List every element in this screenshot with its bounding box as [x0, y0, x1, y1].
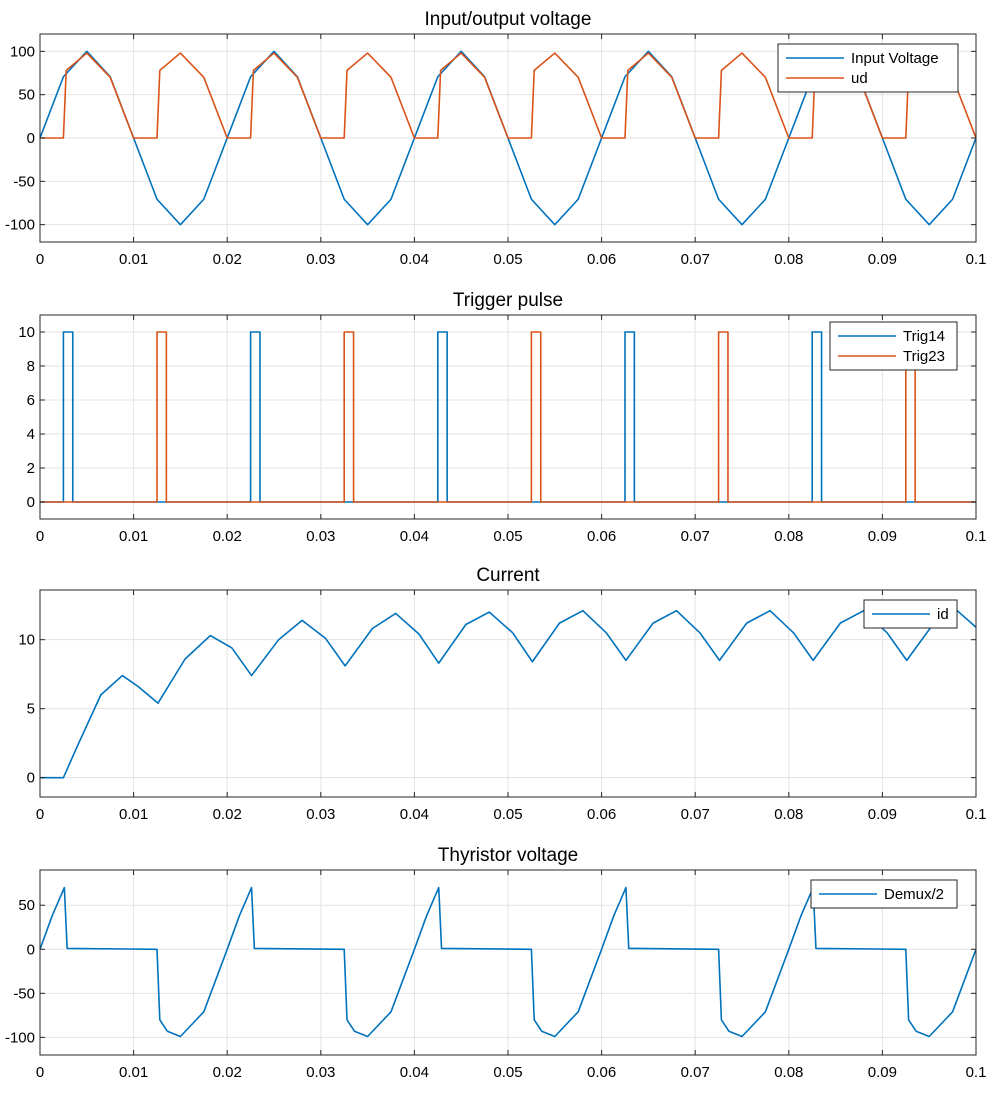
- chart-panel-input-output-voltage: 0 0.01 0.02 0.03 0.04 0.05 0.06 0.07 0.08 0.09 0.1…: [5, 9, 986, 268]
- x-tick-label: 0.03: [306, 1064, 335, 1081]
- x-tick-label: 0.07: [681, 528, 710, 545]
- y-tick-label: -100: [5, 217, 35, 234]
- x-tick-label: 0.05: [493, 1064, 522, 1081]
- y-tick-label: 0: [27, 941, 35, 958]
- y-tick-label: 10: [18, 324, 35, 341]
- x-tick-label: 0.07: [681, 1064, 710, 1081]
- y-tick-label: 4: [27, 426, 35, 443]
- y-tick-label: 0: [27, 494, 35, 511]
- x-tick-label: 0.04: [400, 528, 429, 545]
- y-tick-label: -50: [13, 173, 35, 190]
- series-line-ud: [40, 52, 977, 139]
- x-tick-label: 0.03: [306, 251, 335, 268]
- x-tick-label: 0.1: [966, 251, 987, 268]
- y-tick-label: 0: [27, 130, 35, 147]
- x-tick-label: 0.04: [400, 806, 429, 823]
- x-tick-label: 0: [36, 528, 44, 545]
- x-tick-label: 0.03: [306, 806, 335, 823]
- chart-title: Trigger pulse: [453, 290, 563, 311]
- x-tick-label: 0.1: [966, 528, 987, 545]
- legend: Input Voltage ud: [777, 43, 959, 93]
- x-tick-label: 0.02: [213, 1064, 242, 1081]
- series-line-demux-2: [39, 886, 977, 1038]
- x-tick-label: 0.04: [400, 1064, 429, 1081]
- legend-box: [829, 321, 958, 371]
- chart-panel-thyristor-voltage: 0 0.01 0.02 0.03 0.04 0.05 0.06 0.07 0.08 0.09 0.1…: [5, 845, 986, 1081]
- x-tick-label: 0.05: [493, 251, 522, 268]
- legend: Trig14 Trig23: [829, 321, 958, 371]
- x-tick-label: 0: [36, 251, 44, 268]
- x-tick-label: 0.07: [681, 806, 710, 823]
- x-tick-label: 0: [36, 1064, 44, 1081]
- y-tick-label: 10: [18, 632, 35, 649]
- legend-box: [777, 43, 959, 93]
- legend: id: [863, 599, 958, 629]
- legend-label-trig14: Trig14: [903, 328, 945, 345]
- series-line-trig23: [40, 331, 976, 503]
- y-tick-label: -100: [5, 1029, 35, 1046]
- y-tick-label: 2: [27, 460, 35, 477]
- legend-label-ud: ud: [851, 70, 868, 87]
- x-tick-label: 0: [36, 806, 44, 823]
- x-tick-label: 0.06: [587, 1064, 616, 1081]
- x-tick-label: 0.03: [306, 528, 335, 545]
- x-tick-label: 0.02: [213, 251, 242, 268]
- legend-label-id: id: [937, 606, 949, 623]
- legend-label-trig23: Trig23: [903, 348, 945, 365]
- x-tick-label: 0.06: [587, 528, 616, 545]
- x-tick-label: 0.06: [587, 251, 616, 268]
- x-tick-label: 0.01: [119, 806, 148, 823]
- x-tick-label: 0.08: [774, 806, 803, 823]
- x-tick-label: 0.01: [119, 251, 148, 268]
- x-tick-label: 0.02: [213, 528, 242, 545]
- x-tick-label: 0.1: [966, 806, 987, 823]
- x-tick-label: 0.08: [774, 251, 803, 268]
- x-tick-label: 0.07: [681, 251, 710, 268]
- y-tick-label: 50: [18, 897, 35, 914]
- legend-label-input-voltage: Input Voltage: [851, 50, 939, 67]
- legend: Demux/2: [810, 879, 958, 909]
- x-tick-label: 0.1: [966, 1064, 987, 1081]
- chart-title: Thyristor voltage: [438, 845, 578, 866]
- x-tick-label: 0.09: [868, 251, 897, 268]
- chart-title: Input/output voltage: [425, 9, 592, 30]
- x-tick-label: 0.01: [119, 528, 148, 545]
- y-tick-label: 0: [27, 770, 35, 787]
- y-tick-label: -50: [13, 985, 35, 1002]
- x-tick-label: 0.05: [493, 806, 522, 823]
- x-tick-label: 0.06: [587, 806, 616, 823]
- x-tick-label: 0.09: [868, 528, 897, 545]
- y-tick-label: 50: [18, 87, 35, 104]
- x-tick-label: 0.04: [400, 251, 429, 268]
- legend-label-demux-2: Demux/2: [884, 886, 944, 903]
- series-line-trig14: [40, 331, 976, 503]
- x-tick-label: 0.09: [868, 806, 897, 823]
- x-tick-label: 0.08: [774, 1064, 803, 1081]
- x-tick-label: 0.09: [868, 1064, 897, 1081]
- x-tick-label: 0.08: [774, 528, 803, 545]
- chart-title: Current: [476, 565, 540, 586]
- series-line-id: [40, 609, 977, 779]
- x-tick-label: 0.02: [213, 806, 242, 823]
- x-tick-label: 0.01: [119, 1064, 148, 1081]
- x-tick-label: 0.05: [493, 528, 522, 545]
- y-tick-label: 100: [10, 43, 35, 60]
- y-tick-label: 5: [27, 701, 35, 718]
- y-tick-label: 6: [27, 392, 35, 409]
- chart-panel-trigger-pulse: 0 0.01 0.02 0.03 0.04 0.05 0.06 0.07 0.08 0.09 0.1…: [18, 290, 986, 545]
- y-tick-label: 8: [27, 358, 35, 375]
- chart-panel-current: 0 0.01 0.02 0.03 0.04 0.05 0.06 0.07 0.08 0.09 0.1…: [18, 565, 986, 823]
